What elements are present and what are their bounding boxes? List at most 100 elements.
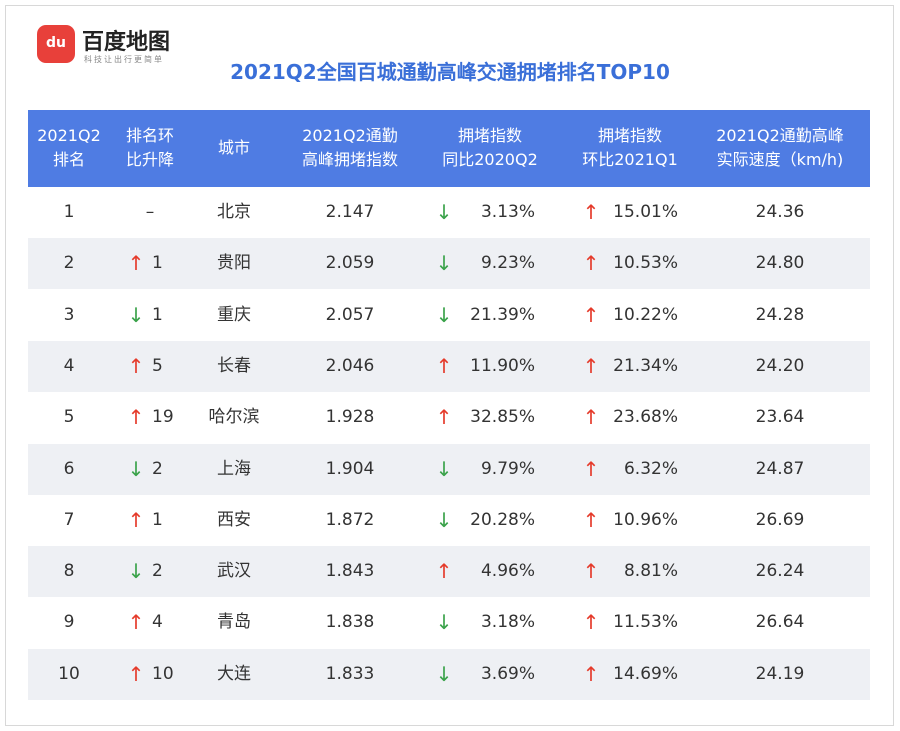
qoq-change-value: 10.22% — [613, 304, 678, 325]
header-cell: 高峰拥堵指数 — [301, 150, 398, 169]
city: 北京 — [217, 202, 251, 222]
city: 长春 — [217, 355, 251, 376]
rank-change-value: 19 — [152, 407, 174, 428]
yoy-change-arrow: ↓ — [435, 200, 453, 224]
yoy-change-arrow: ↑ — [435, 559, 453, 584]
header-cell: 同比2020Q2 — [442, 150, 538, 169]
congestion-index: 1.838 — [325, 612, 375, 633]
rank-change-value: 5 — [152, 355, 163, 376]
city: 上海 — [217, 458, 251, 479]
rank-change-value: 2 — [152, 458, 163, 479]
qoq-change-value: 11.53% — [613, 612, 678, 633]
yoy-change-arrow: ↓ — [435, 661, 453, 686]
yoy-change-arrow: ↓ — [435, 456, 453, 481]
speed: 24.28 — [755, 304, 805, 325]
yoy-change-value: 32.85% — [470, 407, 535, 428]
qoq-change-arrow: ↑ — [582, 610, 600, 635]
header-cell: 2021Q2通勤 — [302, 126, 398, 145]
speed: 24.19 — [755, 663, 805, 684]
yoy-change-arrow: ↑ — [435, 405, 453, 430]
yoy-change-value: 3.13% — [480, 202, 535, 222]
city: 贵阳 — [217, 253, 251, 274]
speed: 24.20 — [755, 355, 805, 376]
rank-change-arrow: ↓ — [127, 559, 145, 584]
row-background — [28, 648, 870, 700]
rank-change-value: – — [145, 202, 155, 222]
speed: 24.36 — [755, 202, 805, 222]
yoy-change-arrow: ↑ — [435, 353, 453, 378]
city: 重庆 — [217, 304, 251, 325]
qoq-change-arrow: ↑ — [582, 559, 600, 584]
qoq-change-value: 10.53% — [613, 253, 678, 274]
city: 大连 — [217, 663, 251, 684]
rank-change-value: 1 — [152, 509, 163, 530]
yoy-change-value: 4.96% — [480, 561, 535, 582]
qoq-change-arrow: ↑ — [582, 302, 600, 327]
city: 哈尔滨 — [208, 407, 260, 428]
header-cell: 城市 — [217, 138, 250, 157]
rank-change-arrow: ↑ — [127, 353, 145, 378]
rank-change-value: 1 — [152, 253, 163, 274]
header-cell: 2021Q2通勤高峰 — [716, 126, 844, 145]
header-cell: 比升降 — [125, 150, 174, 169]
rank: 1 — [63, 202, 75, 222]
speed: 26.69 — [755, 509, 805, 530]
congestion-index: 1.843 — [325, 561, 375, 582]
rank-change-value: 10 — [152, 663, 174, 684]
city: 青岛 — [217, 612, 251, 633]
header-cell: 拥堵指数 — [457, 126, 522, 145]
qoq-change-arrow: ↑ — [582, 507, 600, 532]
speed: 26.64 — [755, 612, 805, 633]
qoq-change-arrow: ↑ — [582, 353, 600, 378]
yoy-change-value: 21.39% — [470, 304, 535, 325]
title: 2021Q2全国百城通勤高峰交通拥堵排名TOP10 — [230, 60, 670, 84]
rank: 8 — [63, 561, 75, 582]
logo-tagline: 科技让出行更简单 — [84, 55, 164, 64]
qoq-change-value: 23.68% — [613, 407, 678, 428]
congestion-index: 2.147 — [325, 202, 375, 222]
congestion-index: 1.872 — [325, 509, 375, 530]
qoq-change-value: 8.81% — [623, 561, 678, 582]
yoy-change-value: 9.23% — [480, 253, 535, 274]
rank-change-arrow: ↑ — [127, 507, 145, 532]
qoq-change-value: 6.32% — [623, 458, 678, 479]
row-background — [28, 546, 870, 598]
frame — [5, 5, 894, 726]
rank-change-value: 2 — [152, 561, 163, 582]
header-cell: 排名环 — [125, 126, 174, 145]
qoq-change-arrow: ↑ — [582, 661, 600, 686]
speed: 24.80 — [755, 253, 805, 274]
congestion-index: 2.059 — [325, 253, 375, 274]
rank-change-value: 4 — [152, 612, 163, 633]
row-background — [28, 238, 870, 290]
yoy-change-value: 11.90% — [470, 355, 535, 376]
congestion-index: 1.928 — [325, 407, 375, 428]
rank: 4 — [63, 355, 75, 376]
row-background — [28, 443, 870, 495]
logo-icon: du — [37, 25, 75, 63]
yoy-change-arrow: ↓ — [435, 507, 453, 532]
header-cell: 环比2021Q1 — [582, 150, 678, 169]
rank: 2 — [63, 253, 75, 274]
rank-change-arrow: ↑ — [127, 661, 145, 686]
congestion-index: 1.833 — [325, 663, 375, 684]
rank-change-arrow: ↓ — [127, 456, 145, 481]
qoq-change-arrow: ↑ — [582, 405, 600, 430]
congestion-index: 1.904 — [325, 458, 375, 479]
rank: 6 — [63, 458, 75, 479]
speed: 23.64 — [755, 407, 805, 428]
header-cell: 排名 — [52, 150, 85, 169]
qoq-change-arrow: ↑ — [582, 251, 600, 276]
qoq-change-value: 15.01% — [613, 202, 678, 222]
yoy-change-arrow: ↓ — [435, 610, 453, 635]
yoy-change-value: 3.69% — [480, 663, 535, 684]
row-background — [28, 340, 870, 392]
yoy-change-value: 20.28% — [470, 509, 535, 530]
header-cell: 实际速度（km/h) — [716, 150, 844, 169]
city: 西安 — [217, 509, 251, 530]
qoq-change-arrow: ↑ — [582, 200, 600, 224]
qoq-change-arrow: ↑ — [582, 456, 600, 481]
header-cell: 2021Q2 — [37, 126, 101, 145]
city: 武汉 — [217, 561, 251, 582]
